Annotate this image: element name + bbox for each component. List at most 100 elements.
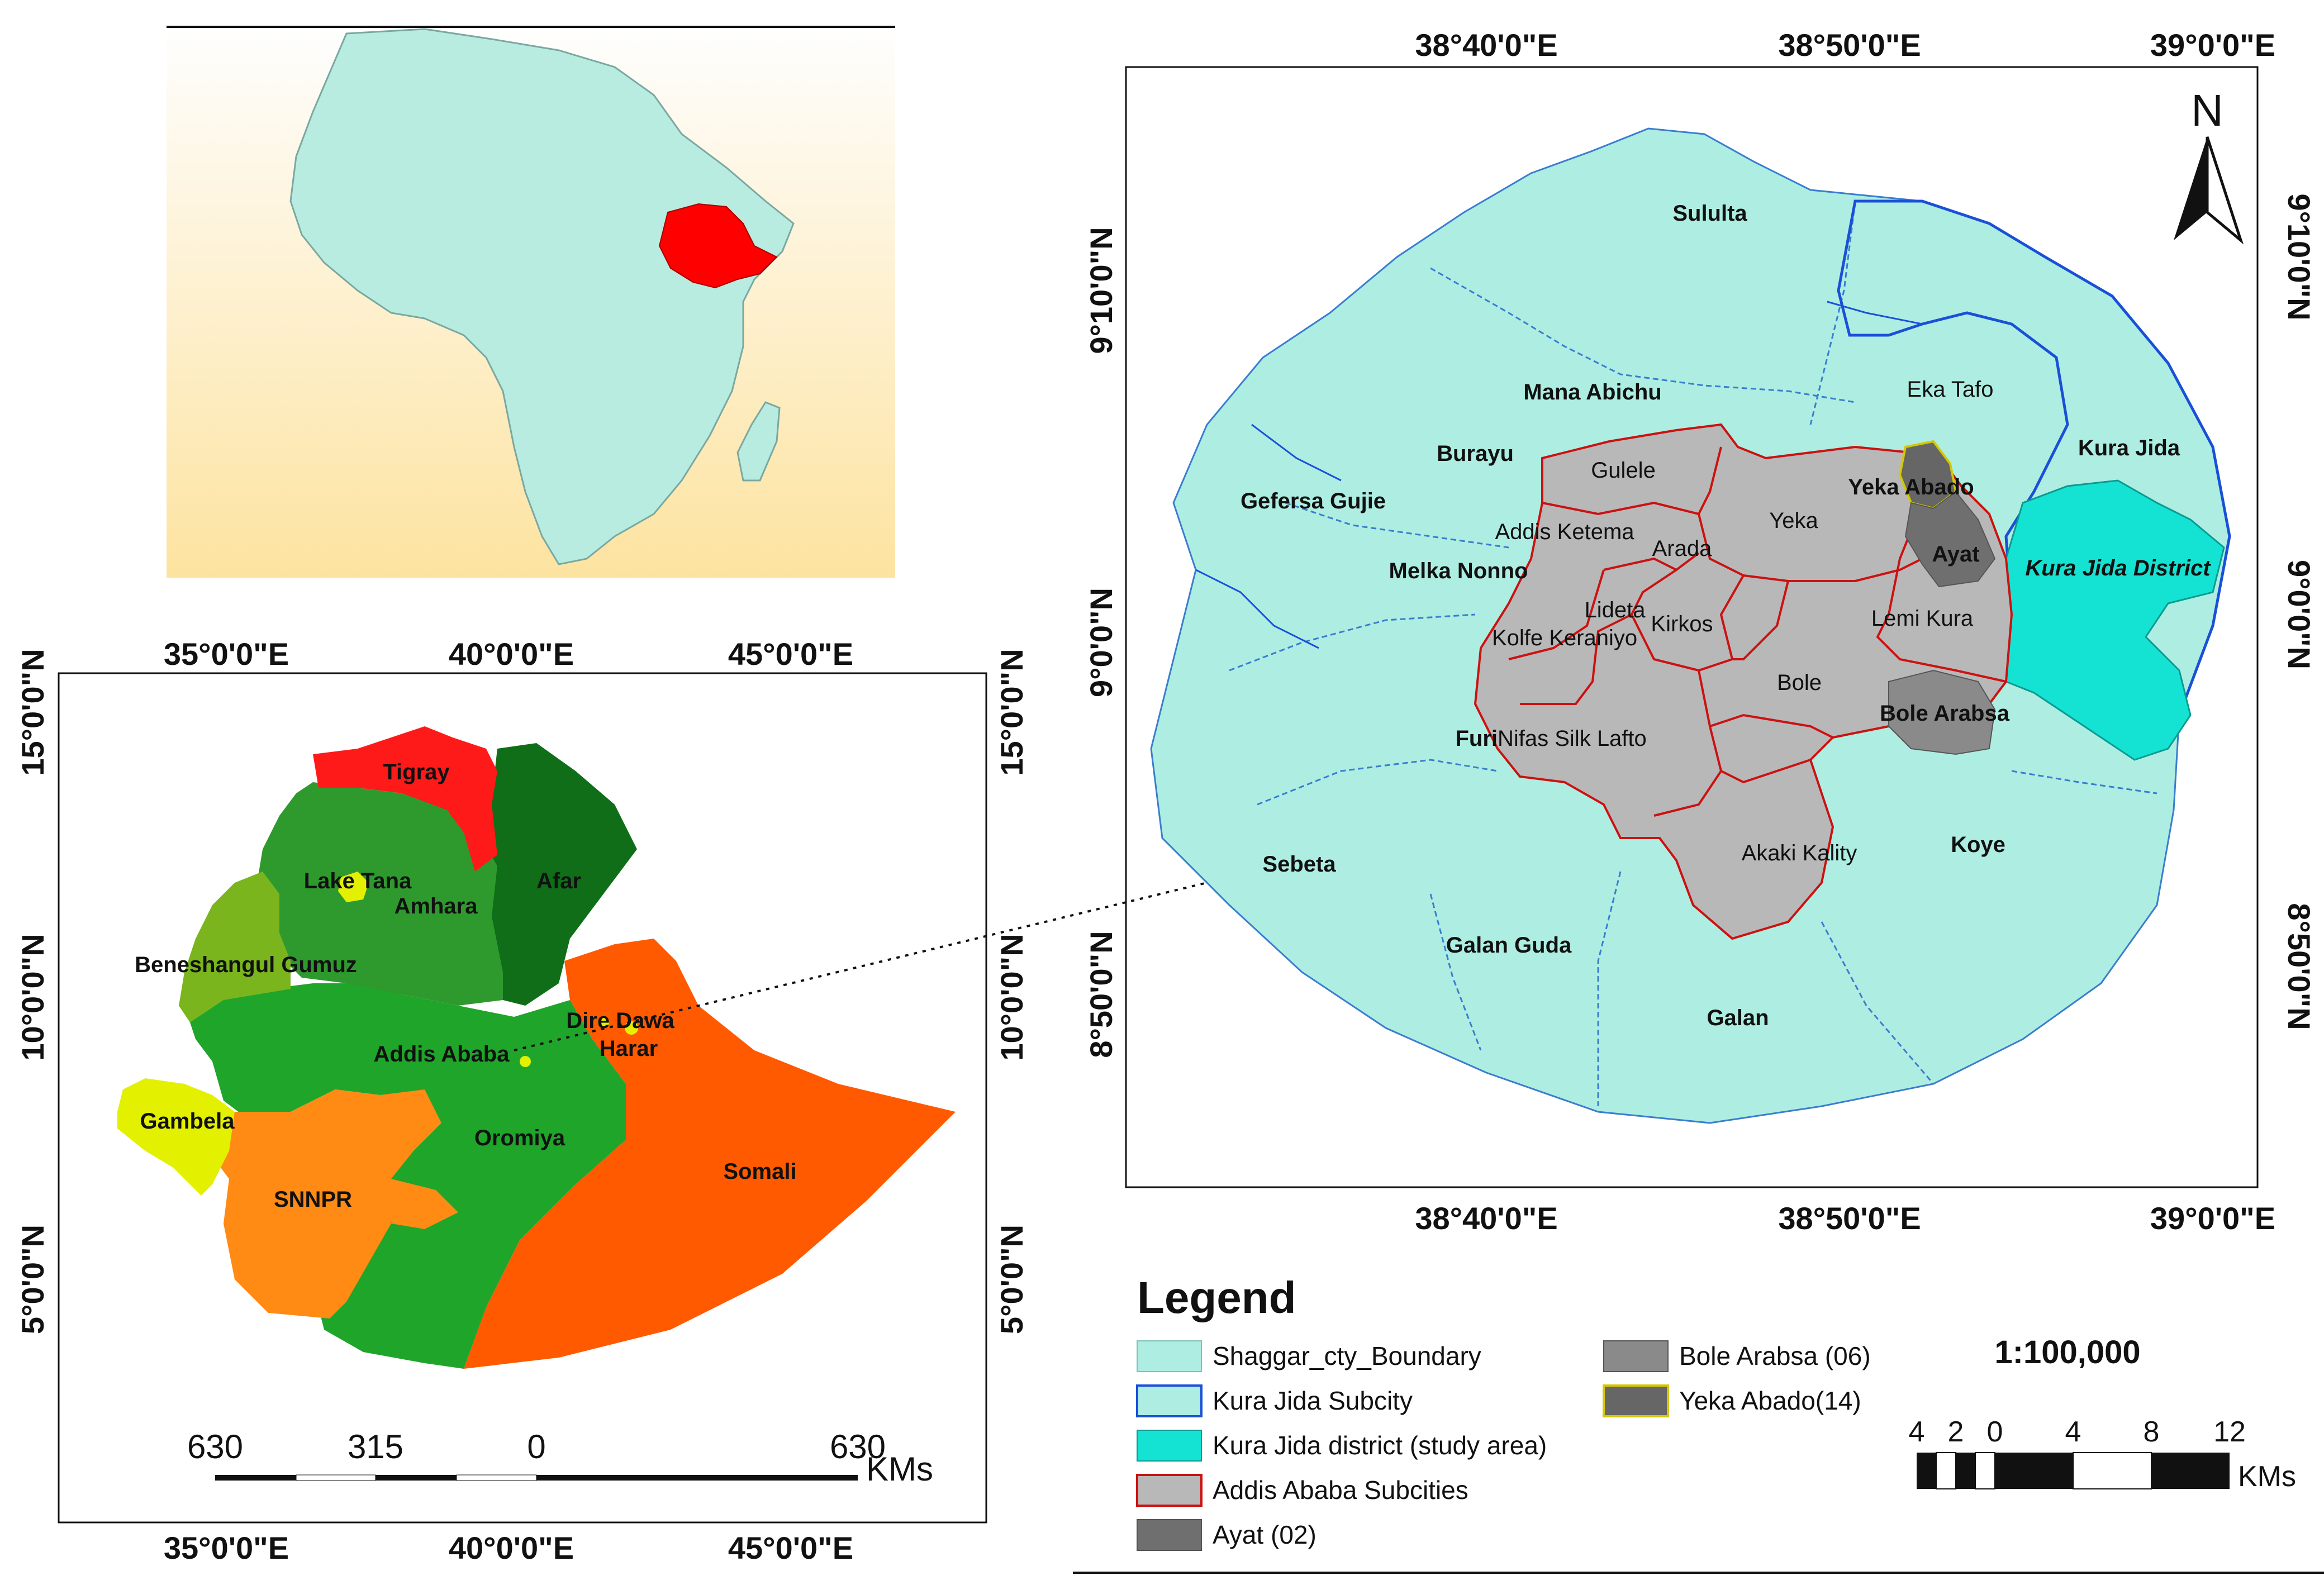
label-sebeta: Sebeta: [1262, 852, 1336, 877]
gambela-region: [117, 1078, 235, 1196]
label-harar: Harar: [600, 1036, 658, 1061]
label-akaki-kality: Akaki Kality: [1742, 841, 1857, 865]
eth-left-lat-3: 5°0'0"N: [15, 1225, 50, 1334]
woreda-boundaries: [1229, 201, 2157, 1106]
label-koye: Koye: [1951, 832, 2005, 857]
label-mana-abichu: Mana Abichu: [1523, 380, 1661, 404]
main-left-lat-2: 9°0'0"N: [1083, 588, 1119, 697]
label-addis-ketema: Addis Ketema: [1495, 520, 1634, 544]
kura-jida-district: [2005, 479, 2225, 761]
bole-arabsa-area: [1888, 669, 1996, 755]
study-map-frame: [1125, 66, 2259, 1188]
ethiopia-highlight: [658, 203, 778, 289]
legend-item-shaggar: Shaggar_cty_Boundary: [1213, 1341, 1481, 1370]
main-bottom-lon-2: 38°50'0"E: [1778, 1201, 1921, 1236]
tigray-region: [313, 726, 497, 872]
legend: Legend Shaggar_cty_Boundary Kura Jida Su…: [1073, 1273, 2324, 1574]
eth-right-lat-2: 10°0'0"N: [994, 934, 1029, 1060]
main-left-lat-3: 8°50'0"N: [1083, 931, 1119, 1058]
legend-item-addis-subcities: Addis Ababa Subcities: [1213, 1475, 1468, 1505]
legend-item-ayat: Ayat (02): [1213, 1520, 1317, 1549]
study-scale-label-2: 2: [1948, 1416, 1964, 1448]
eth-bottom-lon-3: 45°0'0"E: [728, 1530, 853, 1565]
label-nifas-silk-lafto: Nifas Silk Lafto: [1498, 726, 1647, 751]
main-bottom-lon-1: 38°40'0"E: [1415, 1201, 1557, 1236]
legend-swatch-shaggar: [1137, 1340, 1202, 1372]
legend-item-kura-jida-district: Kura Jida district (study area): [1213, 1431, 1547, 1460]
eth-bottom-lon-2: 40°0'0"E: [449, 1530, 574, 1565]
afar-region: [486, 743, 637, 1006]
dire-dawa-marker: [598, 1017, 609, 1028]
legend-swatch-bole-arabsa: [1603, 1340, 1669, 1372]
label-amhara: Amhara: [395, 894, 478, 918]
benishangul-region: [179, 872, 291, 1022]
label-gefersa-gujie: Gefersa Gujie: [1241, 489, 1386, 513]
africa-continent: [289, 28, 795, 565]
label-sululta: Sululta: [1672, 201, 1747, 226]
label-ayat: Ayat: [1932, 542, 1979, 567]
somali-region: [464, 939, 956, 1369]
study-scale-label-1: 4: [1909, 1416, 1925, 1448]
eth-scale-label-3: 0: [527, 1428, 545, 1465]
label-yeka: Yeka: [1769, 508, 1818, 533]
study-scale-unit: KMs: [2238, 1460, 2296, 1493]
rivers: [1195, 301, 2069, 649]
legend-item-bole-arabsa: Bole Arabsa (06): [1679, 1341, 1871, 1370]
north-label: N: [2191, 85, 2223, 135]
eth-scale-label-4: 630: [830, 1428, 886, 1465]
label-gambela: Gambela: [140, 1109, 235, 1134]
eth-top-lon-3: 45°0'0"E: [728, 636, 853, 672]
ethiopia-scale-bar: 630 315 0 630 KMs: [187, 1428, 933, 1488]
eth-scale-label-2: 315: [348, 1428, 403, 1465]
eth-bottom-lon-1: 35°0'0"E: [164, 1530, 289, 1565]
ethiopia-map: 35°0'0"E 40°0'0"E 45°0'0"E 35°0'0"E 40°0…: [15, 636, 1029, 1565]
label-eka-tafo: Eka Tafo: [1907, 377, 1994, 402]
legend-item-kura-jida-subcity: Kura Jida Subcity: [1213, 1386, 1413, 1415]
eth-right-lat-3: 5°0'0"N: [994, 1225, 1029, 1334]
label-benishangul: Beneshangul Gumuz: [135, 953, 357, 977]
eth-top-lon-2: 40°0'0"E: [449, 636, 574, 672]
eth-left-lat-2: 10°0'0"N: [15, 934, 50, 1060]
legend-item-yeka-abado: Yeka Abado(14): [1679, 1386, 1861, 1415]
label-snnpr: SNNPR: [274, 1187, 352, 1212]
main-bottom-lon-3: 39°0'0"E: [2150, 1201, 2275, 1236]
label-lideta: Lideta: [1585, 598, 1646, 622]
main-top-lon-1: 38°40'0"E: [1415, 27, 1557, 63]
study-scale-label-3: 0: [1987, 1416, 2003, 1448]
main-left-lat-1: 9°10'0"N: [1083, 227, 1119, 354]
label-burayu: Burayu: [1437, 441, 1514, 466]
addis-ababa-subcities: [1474, 423, 2013, 940]
eth-top-lon-1: 35°0'0"E: [164, 636, 289, 672]
label-addis-ababa: Addis Ababa: [374, 1042, 510, 1067]
label-furi: Furi: [1455, 726, 1498, 751]
snnpr-region: [212, 1089, 458, 1319]
label-kura-jida-district: Kura Jida District: [2025, 556, 2211, 580]
label-afar: Afar: [536, 869, 581, 893]
study-scale-bar: 4 2 0 4 8 12 KMs: [1909, 1416, 2296, 1493]
ayat-area: [1904, 491, 1996, 588]
study-area-map: N 38°40'0"E 38°50'0"E 39°0'0"E 38°40'0"E…: [1083, 27, 2317, 1236]
label-lake-tana: Lake Tana: [304, 869, 412, 893]
amhara-region: [257, 782, 503, 1006]
main-right-lat-3: 8°50'0"N: [2282, 903, 2317, 1030]
main-right-lat-1: 9°10'0"N: [2282, 193, 2317, 320]
africa-inset: [167, 26, 895, 578]
label-kirkos: Kirkos: [1651, 612, 1713, 636]
label-galan: Galan: [1707, 1006, 1769, 1030]
madagascar: [736, 401, 781, 482]
main-top-lon-2: 38°50'0"E: [1778, 27, 1921, 63]
legend-swatch-addis-subcities: [1136, 1474, 1203, 1507]
label-oromiya: Oromiya: [474, 1126, 565, 1150]
label-galan-guda: Galan Guda: [1446, 933, 1572, 958]
legend-swatch-kura-jida-subcity: [1136, 1384, 1203, 1417]
label-gulele: Gulele: [1591, 458, 1656, 483]
study-scale-label-5: 8: [2144, 1416, 2160, 1448]
legend-title: Legend: [1137, 1273, 1296, 1322]
label-arada: Arada: [1652, 536, 1712, 561]
legend-swatch-ayat: [1137, 1519, 1202, 1551]
main-top-lon-3: 39°0'0"E: [2150, 27, 2275, 63]
study-scale-label-4: 4: [2065, 1416, 2081, 1448]
eth-right-lat-1: 15°0'0"N: [994, 649, 1029, 775]
label-yeka-abado: Yeka Abado: [1848, 475, 1974, 499]
